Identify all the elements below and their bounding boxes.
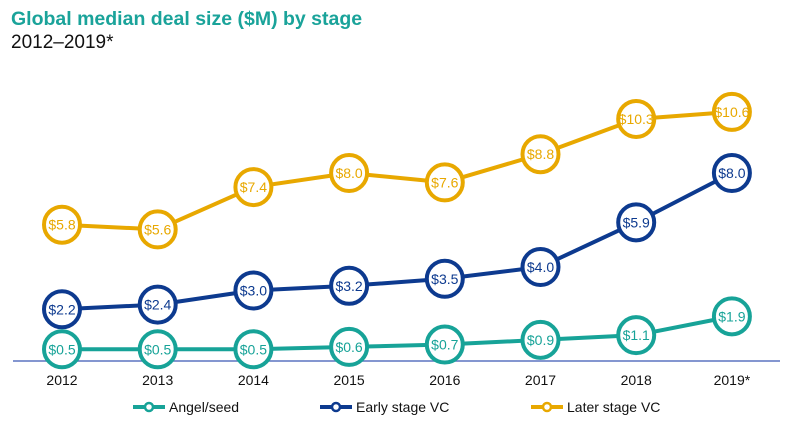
chart-title: Global median deal size ($M) by stage (11, 8, 363, 30)
data-point (616, 315, 657, 356)
legend-label: Early stage VC (356, 399, 449, 415)
data-label: $5.6 (144, 221, 171, 237)
data-point (42, 204, 82, 245)
data-label: $0.5 (240, 341, 267, 357)
legend-marker-icon (541, 401, 553, 413)
data-point (520, 319, 561, 360)
x-tick-label: 2018 (621, 372, 652, 388)
data-label: $2.2 (48, 301, 75, 317)
data-label: $3.2 (335, 278, 362, 294)
data-label: $8.0 (718, 165, 745, 181)
data-label: $3.0 (240, 283, 267, 299)
data-point (42, 289, 82, 330)
x-tick-label: 2012 (46, 372, 77, 388)
data-label: $0.9 (527, 332, 554, 348)
x-tick-label: 2017 (525, 372, 556, 388)
legend-label: Angel/seed (169, 399, 239, 415)
data-label: $3.5 (431, 271, 458, 287)
data-point (616, 98, 657, 139)
data-point (137, 209, 178, 250)
data-point (424, 162, 465, 203)
data-point (233, 329, 274, 370)
data-point (520, 247, 561, 287)
data-label: $10.6 (714, 104, 749, 120)
data-point (137, 329, 178, 370)
x-tick-label: 2016 (429, 372, 460, 388)
data-label: $10.3 (619, 111, 654, 127)
data-label: $4.0 (527, 259, 554, 275)
data-label: $8.8 (527, 146, 554, 162)
data-label: $0.7 (431, 337, 458, 353)
data-label: $2.4 (144, 297, 171, 313)
data-label: $8.0 (335, 165, 362, 181)
data-label: $7.4 (240, 179, 267, 195)
data-point (42, 329, 82, 370)
x-tick-label: 2019* (714, 372, 751, 388)
data-point (329, 326, 370, 367)
data-label: $0.5 (48, 341, 75, 357)
x-tick-label: 2014 (238, 372, 269, 388)
x-tick-label: 2015 (334, 372, 365, 388)
data-point (424, 258, 465, 299)
data-point (137, 284, 178, 325)
data-point (711, 153, 752, 193)
data-point (711, 91, 752, 132)
data-point (329, 153, 370, 193)
data-label: $0.5 (144, 341, 171, 357)
data-label: $7.6 (431, 174, 458, 190)
data-label: $0.6 (335, 339, 362, 355)
legend-marker-icon (143, 401, 155, 413)
x-tick-label: 2013 (142, 372, 173, 388)
data-point (616, 202, 657, 243)
data-label: $1.1 (623, 327, 650, 343)
data-point (233, 270, 274, 311)
data-point (424, 324, 465, 365)
data-label: $5.9 (623, 214, 650, 230)
legend-label: Later stage VC (567, 399, 660, 415)
legend-marker-icon (330, 401, 342, 413)
data-point (520, 134, 561, 175)
data-label: $1.9 (718, 308, 745, 324)
data-point (233, 167, 274, 208)
data-point (329, 265, 370, 306)
data-label: $5.8 (48, 217, 75, 233)
chart-subtitle: 2012–2019* (11, 32, 114, 53)
data-point (711, 296, 752, 337)
